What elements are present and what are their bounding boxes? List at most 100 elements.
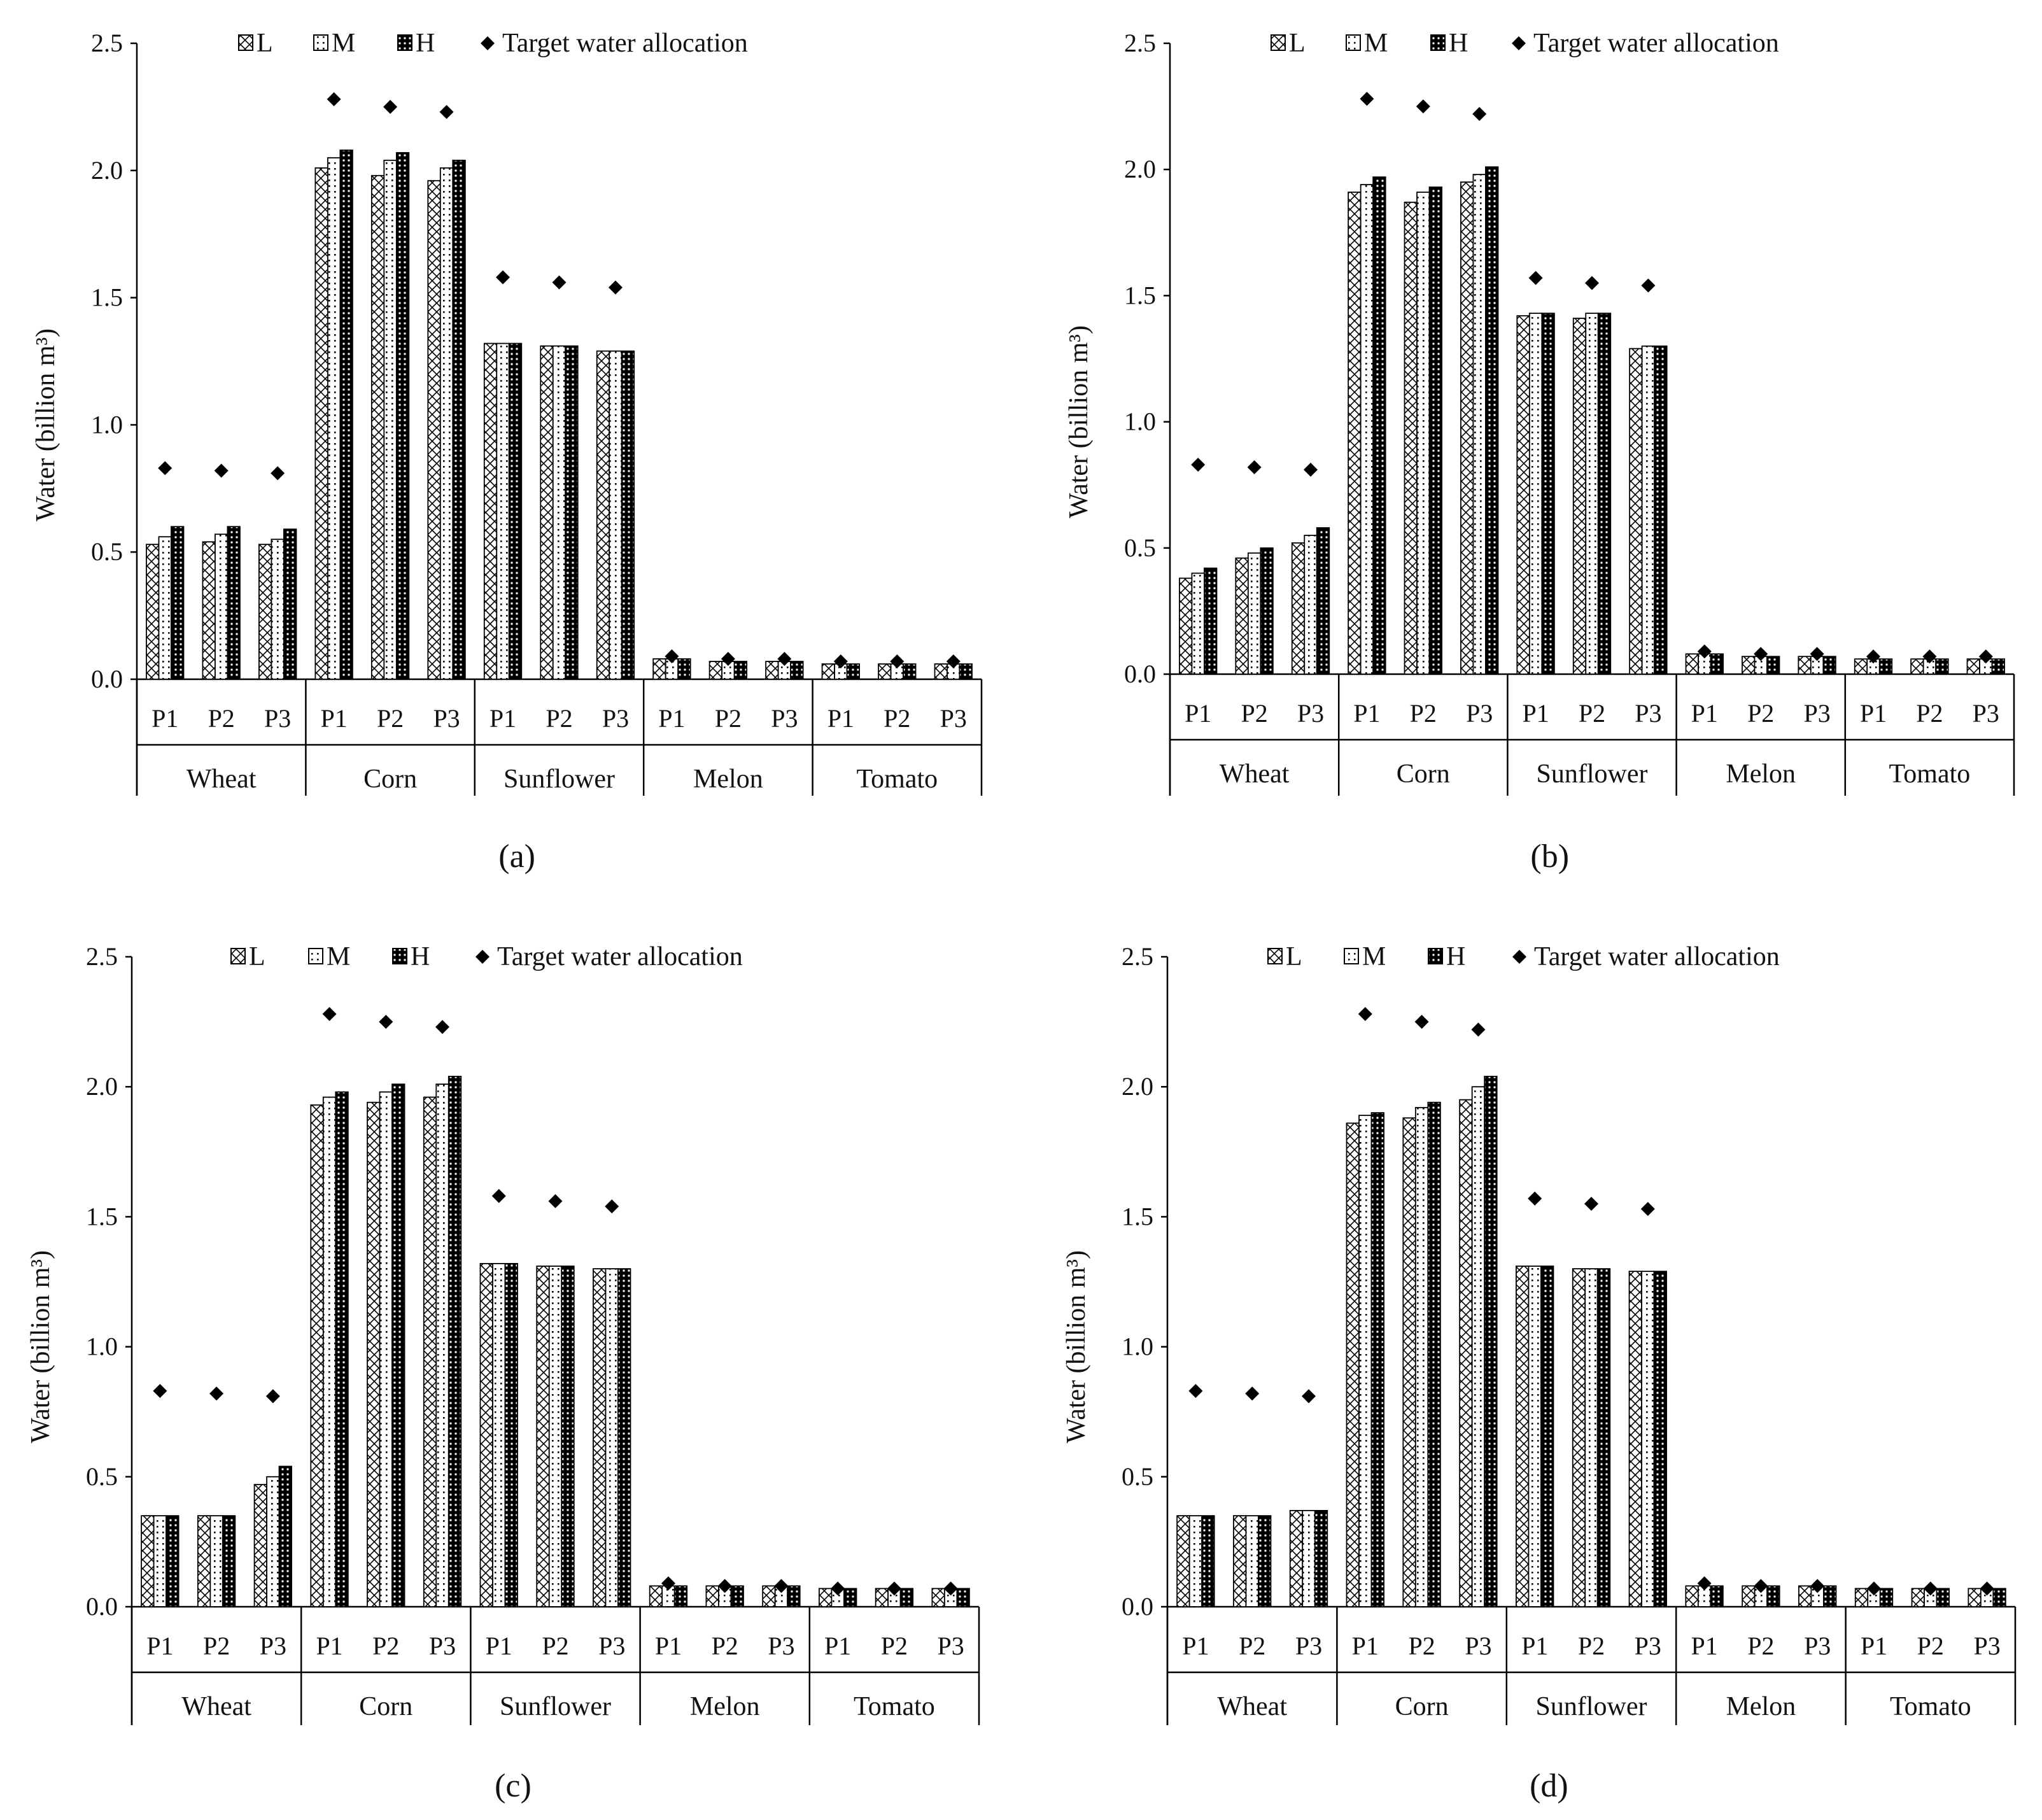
x-tick-label: P1	[151, 704, 178, 733]
bar-L	[1628, 1271, 1642, 1607]
bar-L	[1235, 557, 1249, 675]
target-marker	[496, 270, 510, 285]
bar-H	[1484, 1075, 1498, 1607]
bar-L	[1911, 1588, 1925, 1607]
panel-c: 0.0 0.5 1.0 1.5 2.0 2.5 Water (billion m³) P1 P2…	[26, 942, 980, 1804]
bar-H	[1597, 313, 1612, 675]
bar-M	[158, 536, 172, 680]
x-tick-label: P2	[1241, 699, 1267, 728]
legend-swatch-target	[481, 36, 495, 50]
bar-H	[1372, 176, 1386, 675]
x-tick-label: P2	[1916, 699, 1943, 728]
bar-H	[395, 152, 410, 680]
target-marker	[1245, 1386, 1260, 1401]
bar-L	[1966, 658, 1980, 675]
x-tick-label: P1	[146, 1632, 173, 1660]
bar-L	[705, 1585, 719, 1607]
legend-swatch-H	[392, 948, 407, 964]
bar-L	[310, 1104, 324, 1607]
bar-H	[561, 1266, 575, 1607]
target-marker	[1302, 1389, 1316, 1404]
bar-L	[1348, 191, 1362, 675]
x-tick-label: P3	[598, 1632, 625, 1660]
target-marker	[665, 649, 679, 664]
bar-L	[1291, 542, 1306, 675]
y-tick-label: 2.0	[1122, 1072, 1153, 1101]
bar-H	[391, 1083, 405, 1607]
bar-M	[496, 342, 510, 680]
target-marker	[1866, 649, 1880, 664]
x-tick-label: P2	[712, 1632, 738, 1660]
bar-L	[1572, 1268, 1586, 1607]
y-tick-label: 2.0	[86, 1072, 118, 1101]
bar-M	[1414, 1106, 1429, 1607]
bar-L	[479, 1263, 493, 1607]
category-label: Melon	[693, 765, 763, 794]
target-marker	[1472, 106, 1487, 121]
category-label: Sunflower	[503, 765, 615, 794]
y-tick-label: 1.5	[86, 1202, 118, 1231]
target-marker	[1585, 276, 1599, 290]
y-tick-label: 2.0	[91, 156, 123, 185]
x-tick-label: P1	[1182, 1632, 1209, 1660]
bar-L	[652, 658, 666, 680]
bar-M	[1641, 1271, 1655, 1607]
bar-L	[1516, 315, 1530, 675]
target-marker	[717, 1579, 732, 1593]
category-label: Tomato	[1889, 759, 1971, 789]
target-marker	[1471, 1022, 1486, 1037]
target-marker	[1810, 1579, 1825, 1593]
bar-L	[1910, 658, 1924, 675]
y-tick-label: 1.0	[91, 410, 123, 439]
target-marker	[1360, 92, 1374, 106]
target-marker	[1188, 1384, 1203, 1399]
y-tick-label: 0.0	[1122, 1592, 1153, 1621]
x-tick-label: P2	[1579, 699, 1605, 728]
bar-H	[171, 526, 185, 680]
bar-H	[1710, 653, 1724, 675]
bar-L	[536, 1266, 550, 1607]
legend-swatch-M	[313, 34, 328, 51]
y-tick-label: 0.5	[91, 537, 123, 566]
category-label: Corn	[1395, 1692, 1449, 1721]
legend-swatch-H	[1428, 948, 1443, 964]
target-marker	[327, 92, 341, 106]
bar-L	[1402, 1117, 1416, 1607]
bar-M	[1528, 313, 1543, 675]
x-tick-label: P2	[372, 1632, 399, 1660]
legend-swatch-L	[1271, 34, 1286, 51]
legend-label: M	[1364, 29, 1388, 58]
bar-M	[322, 1096, 337, 1607]
x-tick-label: P3	[938, 1632, 964, 1660]
y-tick-label: 0.5	[1124, 533, 1156, 562]
bar-M	[552, 345, 567, 680]
x-tick-label: P3	[1466, 699, 1493, 728]
category-label: Sunflower	[500, 1692, 611, 1721]
bar-H	[278, 1465, 292, 1607]
bar-L	[1572, 318, 1587, 675]
bar-H	[673, 1585, 688, 1607]
target-marker	[1358, 1006, 1372, 1021]
bar-H	[903, 663, 917, 680]
category-label: Wheat	[1217, 1692, 1287, 1721]
y-axis-title: Water (billion m³)	[26, 1250, 55, 1443]
target-marker	[1414, 1015, 1429, 1029]
x-tick-label: P1	[1691, 1632, 1717, 1660]
bar-L	[367, 1101, 381, 1607]
bar-M	[1416, 191, 1430, 675]
target-marker	[1754, 1579, 1768, 1593]
bar-H	[1823, 1585, 1837, 1607]
target-marker	[548, 1194, 563, 1208]
target-marker	[1416, 99, 1430, 114]
bar-M	[1302, 1509, 1316, 1607]
bar-M	[492, 1263, 506, 1607]
bar-H	[504, 1263, 518, 1607]
bar-H	[1201, 1515, 1215, 1607]
target-marker	[608, 280, 623, 295]
legend-label: L	[249, 942, 265, 971]
panel-label: (a)	[498, 838, 535, 875]
legend-swatch-H	[1430, 34, 1446, 51]
legend-label: H	[411, 942, 430, 971]
bar-L	[1854, 658, 1868, 675]
bar-M	[215, 533, 229, 680]
